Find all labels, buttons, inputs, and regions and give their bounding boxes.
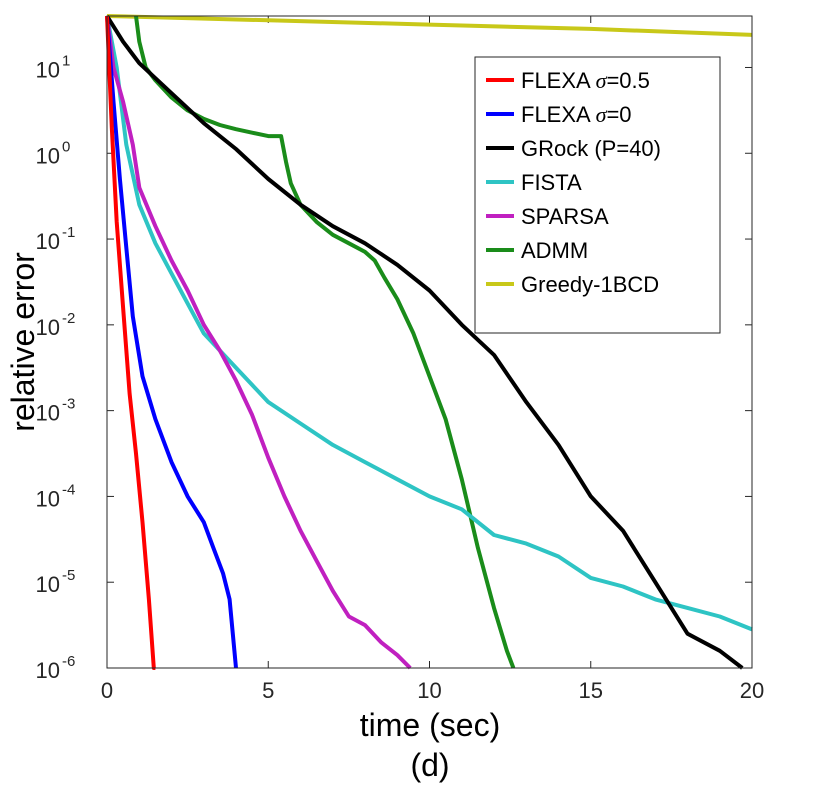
y-tick-exponent: 0: [62, 138, 70, 155]
y-tick-exponent: -5: [62, 567, 75, 584]
y-tick-exponent: -3: [62, 396, 75, 413]
y-tick-label: 10: [36, 658, 60, 683]
x-tick-label: 5: [262, 678, 274, 703]
y-tick-label: 10: [36, 57, 60, 82]
series-line-grock-p-40: [105, 14, 744, 670]
legend-box: [474, 56, 721, 334]
legend-label-greedy-1bcd: Greedy-1BCD: [521, 272, 659, 297]
y-tick-label: 10: [36, 486, 60, 511]
legend-label-sparsa: SPARSA: [521, 204, 609, 229]
y-tick-exponent: -6: [62, 653, 75, 670]
y-tick-exponent: -4: [62, 481, 75, 498]
y-tick-base: 10: [36, 57, 60, 82]
y-tick-exponent: -2: [62, 310, 75, 327]
y-tick-exponent: 1: [62, 52, 70, 69]
legend-label-fista: FISTA: [521, 170, 582, 195]
y-tick-label: 10: [36, 315, 60, 340]
x-tick-label: 20: [740, 678, 764, 703]
plot-frame: [106, 15, 753, 669]
x-tick-labels: 0 5 10 15 20: [101, 678, 764, 703]
x-axis-label: time (sec): [360, 707, 500, 743]
y-tick-base: 10: [36, 229, 60, 254]
y-tick-base: 10: [36, 401, 60, 426]
legend-label-flexa-0: FLEXA σ=0: [521, 102, 632, 127]
y-tick-base: 10: [36, 486, 60, 511]
series-line-sparsa: [105, 15, 412, 670]
series-line-flexa-0: [105, 15, 238, 669]
y-tick-exponent: -1: [62, 224, 75, 241]
legend-label-grock-p-40: GRock (P=40): [521, 136, 661, 161]
y-tick-label: 10: [36, 229, 60, 254]
y-tick-base: 10: [36, 572, 60, 597]
series-line-greedy-1bcd: [106, 14, 753, 37]
y-tick-label: 10: [36, 401, 60, 426]
x-tick-label: 10: [417, 678, 441, 703]
chart-caption: (d): [410, 747, 449, 783]
series-line-flexa-0-5: [105, 15, 156, 670]
series-layer: [105, 14, 753, 670]
x-tick-label: 15: [579, 678, 603, 703]
series-line-fista: [105, 15, 753, 632]
y-tick-base: 10: [36, 143, 60, 168]
y-axis-label: relative error: [5, 252, 41, 432]
x-tick-label: 0: [101, 678, 113, 703]
y-tick-label: 10: [36, 572, 60, 597]
y-tick-base: 10: [36, 315, 60, 340]
legend-label-flexa-0-5: FLEXA σ=0.5: [521, 68, 650, 93]
y-tick-base: 10: [36, 658, 60, 683]
legend: FLEXA σ=0.5 FLEXA σ=0 GRock (P=40) FISTA SPA…: [474, 56, 721, 334]
legend-label-admm: ADMM: [521, 238, 588, 263]
y-tick-label: 10: [36, 143, 60, 168]
